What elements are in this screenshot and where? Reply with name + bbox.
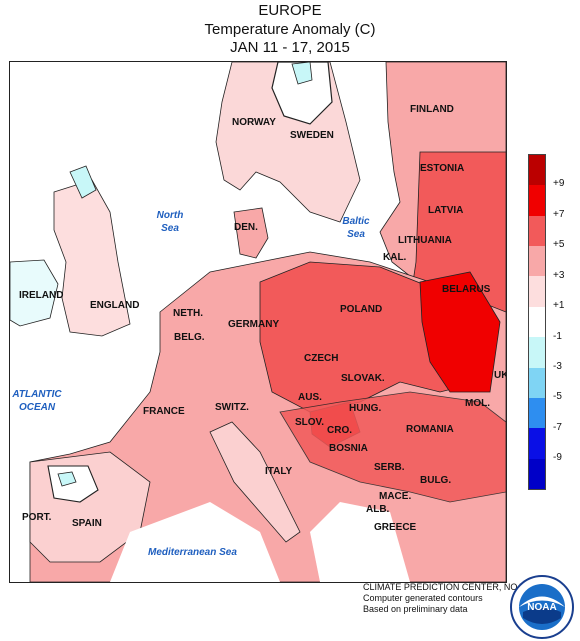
country-label-belarus: BELARUS bbox=[442, 284, 491, 295]
country-label-bulg: BULG. bbox=[420, 475, 452, 486]
sea-label-atlantic-ocean: ATLANTIC OCEAN bbox=[12, 389, 62, 413]
legend-tick: +3 bbox=[553, 270, 565, 281]
legend-swatch bbox=[529, 246, 545, 277]
legend-tick: +7 bbox=[553, 209, 565, 220]
country-label-slovak: SLOVAK. bbox=[341, 373, 385, 384]
country-label-mol: MOL. bbox=[465, 398, 490, 409]
country-label-bosnia: BOSNIA bbox=[329, 443, 368, 454]
country-label-estonia: ESTONIA bbox=[420, 163, 465, 174]
sea-label-north-sea: North Sea bbox=[156, 210, 184, 234]
country-label-germany: GERMANY bbox=[228, 319, 280, 330]
country-label-mace: MACE. bbox=[379, 491, 412, 502]
country-label-slov: SLOV. bbox=[295, 417, 325, 428]
country-label-port: PORT. bbox=[22, 512, 52, 523]
legend-tick: -5 bbox=[553, 391, 562, 402]
country-label-aus: AUS. bbox=[298, 392, 322, 403]
map-title-period: JAN 11 - 17, 2015 bbox=[230, 39, 350, 56]
country-label-england: ENGLAND bbox=[90, 300, 140, 311]
country-label-poland: POLAND bbox=[340, 304, 383, 315]
legend-swatch bbox=[529, 185, 545, 216]
legend-swatch bbox=[529, 337, 545, 368]
legend-tick: -9 bbox=[553, 452, 562, 463]
noaa-logo-icon: NOAA bbox=[510, 575, 574, 639]
legend-tick: +1 bbox=[553, 300, 565, 311]
country-label-cro: CRO. bbox=[327, 425, 352, 436]
country-label-france: FRANCE bbox=[143, 406, 185, 417]
legend-swatch bbox=[529, 367, 545, 398]
legend-swatch bbox=[529, 428, 545, 459]
country-label-uk: UK bbox=[494, 370, 506, 381]
credit-line: Based on preliminary data bbox=[363, 604, 468, 614]
legend-tick: +9 bbox=[553, 178, 565, 189]
anomaly-map: NORWAY SWEDEN FINLAND ESTONIA LATVIA LIT… bbox=[9, 61, 507, 583]
credit-line: CLIMATE PREDICTION CENTER, NOAA bbox=[363, 582, 530, 592]
legend-tick: +5 bbox=[553, 239, 565, 250]
country-label-romania: ROMANIA bbox=[406, 424, 454, 435]
legend-swatch bbox=[529, 215, 545, 247]
legend-swatch bbox=[529, 306, 545, 338]
noaa-logo-text: NOAA bbox=[527, 602, 556, 613]
map-fill bbox=[10, 62, 506, 582]
country-label-neth: NETH. bbox=[173, 308, 203, 319]
sea-label-mediterranean: Mediterranean Sea bbox=[148, 547, 237, 558]
credit-block: CLIMATE PREDICTION CENTER, NOAA Computer… bbox=[363, 582, 529, 615]
country-label-greece: GREECE bbox=[374, 522, 417, 533]
country-label-hung: HUNG. bbox=[349, 403, 382, 414]
country-label-kal: KAL. bbox=[383, 252, 407, 263]
country-label-belg: BELG. bbox=[174, 332, 205, 343]
country-label-italy: ITALY bbox=[265, 466, 293, 477]
country-label-serb: SERB. bbox=[374, 462, 405, 473]
legend-colorbar bbox=[528, 154, 546, 490]
legend-swatch bbox=[529, 458, 545, 489]
country-label-den: DEN. bbox=[234, 222, 258, 233]
country-label-czech: CZECH bbox=[304, 353, 339, 364]
country-label-lithuania: LITHUANIA bbox=[398, 235, 452, 246]
country-label-ireland: IRELAND bbox=[19, 290, 64, 301]
legend-tick: -7 bbox=[553, 422, 562, 433]
legend-swatch bbox=[529, 397, 545, 429]
legend-swatch bbox=[529, 276, 545, 307]
map-title-region: EUROPE bbox=[258, 2, 322, 19]
country-label-latvia: LATVIA bbox=[428, 205, 464, 216]
legend-tick: -3 bbox=[553, 361, 562, 372]
legend-tick: -1 bbox=[553, 331, 562, 342]
sea-label-baltic-sea: Baltic Sea bbox=[342, 216, 370, 240]
map-title-variable: Temperature Anomaly (C) bbox=[204, 21, 376, 38]
credit-line: Computer generated contours bbox=[363, 593, 483, 603]
country-label-finland: FINLAND bbox=[410, 104, 454, 115]
country-label-norway: NORWAY bbox=[232, 117, 276, 128]
country-label-switz: SWITZ. bbox=[215, 402, 249, 413]
country-label-spain: SPAIN bbox=[72, 518, 102, 529]
legend-swatch bbox=[529, 155, 545, 186]
country-label-sweden: SWEDEN bbox=[290, 130, 334, 141]
country-label-alb: ALB. bbox=[366, 504, 390, 515]
